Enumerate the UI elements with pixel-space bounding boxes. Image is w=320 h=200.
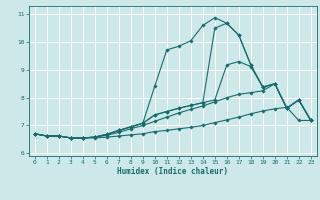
X-axis label: Humidex (Indice chaleur): Humidex (Indice chaleur) — [117, 167, 228, 176]
